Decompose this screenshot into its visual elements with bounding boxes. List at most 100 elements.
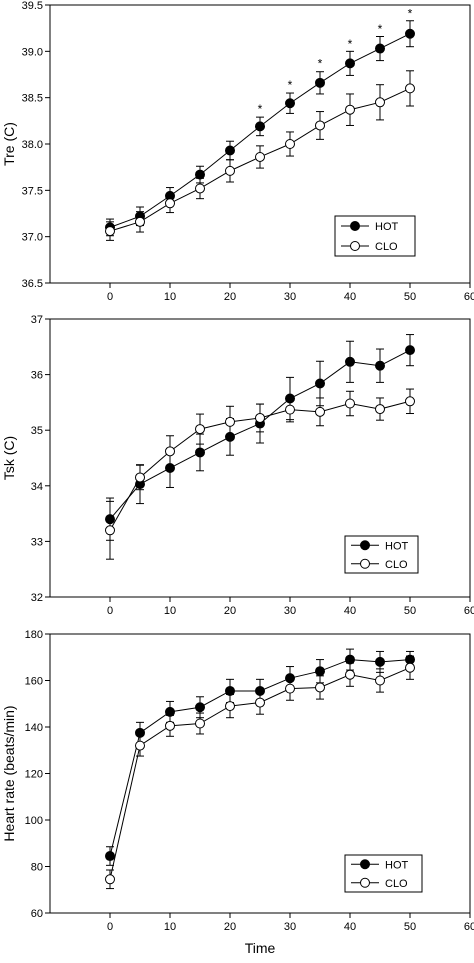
data-point: [405, 396, 415, 407]
data-point: [285, 404, 295, 415]
x-tick-label: 40: [344, 291, 356, 303]
legend-label: CLO: [385, 878, 408, 890]
series-hot: [105, 648, 415, 866]
legend-label: CLO: [385, 559, 408, 571]
series-clo: [105, 388, 415, 560]
data-point: [405, 662, 415, 673]
y-tick-label: 32: [31, 592, 43, 604]
data-point: [345, 104, 355, 115]
data-point: [255, 697, 265, 708]
x-tick-label: 0: [107, 921, 113, 933]
legend-label: HOT: [375, 221, 399, 233]
data-point: [375, 656, 385, 667]
data-point: [315, 666, 325, 677]
legend-label: HOT: [385, 540, 409, 552]
x-tick-label: 30: [284, 291, 296, 303]
data-point: [105, 851, 115, 862]
legend-marker: [360, 540, 370, 551]
data-point: [345, 356, 355, 367]
y-tick-label: 39.0: [22, 46, 43, 58]
legend-box: [334, 215, 416, 257]
series-clo: [105, 655, 415, 890]
legend-marker: [360, 859, 370, 870]
data-point: [135, 472, 145, 483]
x-tick-label: 50: [404, 291, 416, 303]
x-tick-label: 0: [107, 605, 113, 617]
significance-marker: *: [408, 6, 413, 20]
y-tick-label: 140: [25, 722, 43, 734]
data-point: [285, 683, 295, 694]
data-point: [195, 169, 205, 180]
data-point: [195, 183, 205, 194]
y-axis-label: Heart rate (beats/min): [1, 705, 17, 841]
data-point: [375, 97, 385, 108]
x-tick-label: 20: [224, 605, 236, 617]
y-tick-label: 37.0: [22, 232, 43, 244]
significance-marker: *: [378, 22, 383, 36]
x-tick-label: 60: [464, 291, 474, 303]
panel-3: 60 80 100 120 140 160 180 0 10 20 30 40 50 60 Heart ra…: [1, 629, 474, 956]
data-point: [315, 120, 325, 131]
y-tick-label: 36: [31, 370, 43, 382]
legend-marker: [350, 221, 360, 231]
data-point: [195, 424, 205, 435]
plot-frame: [49, 318, 471, 598]
x-tick-label: 30: [284, 605, 296, 617]
x-tick-label: 60: [464, 605, 474, 617]
data-point: [375, 43, 385, 54]
x-axis-label: Time: [245, 940, 276, 956]
legend-marker: [360, 877, 370, 888]
data-point: [255, 412, 265, 423]
x-tick-label: 20: [224, 921, 236, 933]
y-tick-label: 100: [25, 815, 43, 827]
data-point: [105, 525, 115, 536]
y-tick-label: 36.5: [22, 278, 43, 290]
legend: HOT CLO: [344, 535, 419, 574]
data-point: [165, 720, 175, 731]
data-point: [375, 675, 385, 686]
y-tick-label: 35: [31, 425, 43, 437]
x-tick-label: 10: [164, 921, 176, 933]
y-tick-label: 60: [31, 908, 43, 920]
y-tick-label: 180: [25, 629, 43, 641]
legend: HOT CLO: [344, 854, 423, 893]
data-point: [255, 121, 265, 132]
data-point: [405, 28, 415, 39]
legend-box: [344, 854, 423, 893]
data-point: [195, 718, 205, 729]
data-point: [195, 702, 205, 713]
legend-box: [344, 535, 419, 574]
data-point: [315, 682, 325, 693]
x-tick-label: 50: [404, 605, 416, 617]
data-point: [345, 669, 355, 680]
significance-marker: *: [288, 78, 293, 92]
x-tick-label: 20: [224, 291, 236, 303]
data-point: [105, 226, 115, 237]
x-tick-label: 30: [284, 921, 296, 933]
x-tick-label: 40: [344, 921, 356, 933]
y-tick-label: 160: [25, 676, 43, 688]
data-point: [405, 83, 415, 94]
y-tick-label: 33: [31, 536, 43, 548]
data-point: [315, 77, 325, 88]
data-point: [225, 165, 235, 176]
data-point: [375, 404, 385, 415]
legend: HOT CLO: [334, 215, 416, 257]
y-tick-label: 37.5: [22, 185, 43, 197]
data-point: [165, 198, 175, 209]
legend-label: HOT: [385, 859, 409, 871]
panel-2: 32 33 34 35 36 37 0 10 20 30 40 50 60 Tsk (C) HOT CLO: [1, 314, 474, 617]
data-point: [225, 701, 235, 712]
series-clo: [105, 70, 415, 241]
data-point: [135, 740, 145, 751]
data-point: [315, 406, 325, 417]
data-point: [105, 874, 115, 885]
significance-marker: *: [258, 102, 263, 116]
y-tick-label: 120: [25, 769, 43, 781]
data-point: [375, 360, 385, 371]
y-tick-label: 37: [31, 314, 43, 326]
data-point: [405, 345, 415, 356]
panel-1: 36.5 37.0 37.5 38.0 38.5 39.0 39.5 0 10 20 30 40 50 6…: [1, 0, 474, 303]
data-point: [225, 145, 235, 156]
